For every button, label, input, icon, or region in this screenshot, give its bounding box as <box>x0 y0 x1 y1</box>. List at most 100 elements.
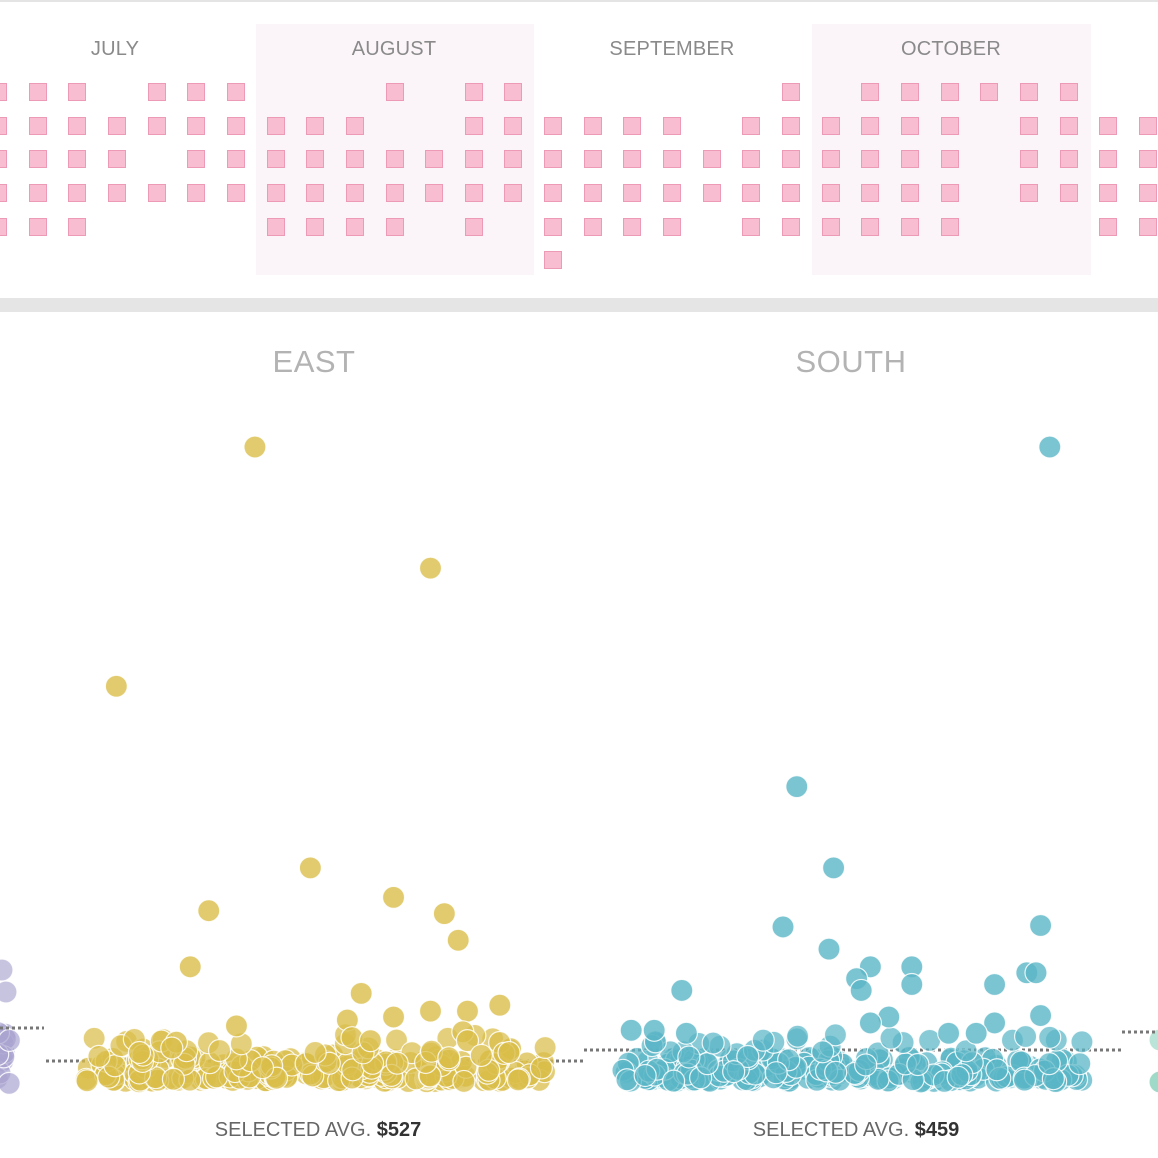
calendar-day[interactable] <box>464 218 483 236</box>
data-point[interactable] <box>207 1038 232 1063</box>
data-point[interactable] <box>384 1028 409 1052</box>
calendar-day[interactable] <box>425 184 444 202</box>
calendar-day[interactable] <box>266 184 285 202</box>
calendar-day[interactable] <box>821 117 840 135</box>
data-point[interactable] <box>432 902 456 926</box>
calendar-day[interactable] <box>345 184 364 202</box>
calendar-day[interactable] <box>623 218 642 236</box>
data-point[interactable] <box>722 1059 746 1084</box>
calendar-day[interactable] <box>940 218 959 236</box>
calendar-day[interactable] <box>28 150 47 168</box>
calendar-day[interactable] <box>226 117 245 135</box>
data-point[interactable] <box>455 999 480 1023</box>
calendar-day[interactable] <box>900 83 919 101</box>
calendar-day[interactable] <box>1099 150 1118 168</box>
calendar-day[interactable] <box>544 150 563 168</box>
calendar-day[interactable] <box>385 150 404 168</box>
data-point[interactable] <box>381 885 406 910</box>
calendar-day[interactable] <box>1138 150 1157 168</box>
data-point[interactable] <box>823 1023 848 1047</box>
calendar-day[interactable] <box>345 117 364 135</box>
data-point[interactable] <box>127 1040 152 1065</box>
data-point[interactable] <box>160 1036 184 1060</box>
calendar-day[interactable] <box>861 218 880 236</box>
calendar-day[interactable] <box>504 117 523 135</box>
calendar-day[interactable] <box>187 150 206 168</box>
data-point[interactable] <box>906 1052 930 1077</box>
calendar-day[interactable] <box>821 184 840 202</box>
calendar-day[interactable] <box>306 150 325 168</box>
calendar-day[interactable] <box>306 218 325 236</box>
data-point[interactable] <box>488 993 512 1017</box>
data-point[interactable] <box>224 1014 249 1038</box>
calendar-day[interactable] <box>583 150 602 168</box>
calendar-day[interactable] <box>1059 184 1078 202</box>
data-point[interactable] <box>381 1005 406 1029</box>
data-point[interactable] <box>385 1051 409 1075</box>
calendar-day[interactable] <box>266 117 285 135</box>
calendar-day[interactable] <box>147 83 166 101</box>
calendar-day[interactable] <box>1019 117 1038 135</box>
calendar-day[interactable] <box>623 150 642 168</box>
calendar-day[interactable] <box>782 83 800 101</box>
data-point[interactable] <box>197 899 221 923</box>
data-point[interactable] <box>1028 1003 1053 1028</box>
data-point[interactable] <box>1028 913 1053 938</box>
data-point[interactable] <box>349 981 373 1005</box>
calendar-day[interactable] <box>583 117 602 135</box>
data-point[interactable] <box>786 1024 810 1048</box>
calendar-day[interactable] <box>385 83 404 101</box>
calendar-day[interactable] <box>663 117 682 135</box>
calendar-day[interactable] <box>1138 218 1157 236</box>
calendar-day[interactable] <box>425 150 444 168</box>
calendar-day[interactable] <box>861 83 880 101</box>
calendar-day[interactable] <box>900 117 919 135</box>
data-point[interactable] <box>736 1044 760 1069</box>
data-point[interactable] <box>452 1069 476 1094</box>
data-point[interactable] <box>764 1061 788 1085</box>
calendar-day[interactable] <box>147 184 166 202</box>
data-point[interactable] <box>1038 435 1062 459</box>
data-point[interactable] <box>418 556 443 580</box>
data-point[interactable] <box>1038 1025 1062 1049</box>
calendar-day[interactable] <box>544 218 563 236</box>
data-point[interactable] <box>946 1065 970 1089</box>
calendar-day[interactable] <box>187 83 206 101</box>
calendar-day[interactable] <box>623 117 642 135</box>
west-point[interactable] <box>1148 1028 1158 1052</box>
calendar-day[interactable] <box>900 150 919 168</box>
calendar-day[interactable] <box>1099 184 1118 202</box>
data-point[interactable] <box>529 1056 553 1080</box>
calendar-day[interactable] <box>226 83 245 101</box>
calendar-day[interactable] <box>702 184 721 202</box>
calendar-day[interactable] <box>28 184 47 202</box>
data-point[interactable] <box>771 915 795 939</box>
calendar-day[interactable] <box>28 117 47 135</box>
data-point[interactable] <box>849 978 873 1003</box>
data-point[interactable] <box>751 1028 775 1052</box>
calendar-day[interactable] <box>385 184 404 202</box>
data-point[interactable] <box>811 1040 835 1064</box>
data-point[interactable] <box>243 435 267 459</box>
calendar-day[interactable] <box>742 150 761 168</box>
calendar-day[interactable] <box>0 83 7 101</box>
calendar-day[interactable] <box>226 184 245 202</box>
calendar-day[interactable] <box>861 117 880 135</box>
data-point[interactable] <box>633 1063 657 1088</box>
calendar-day[interactable] <box>147 117 166 135</box>
data-point[interactable] <box>677 1045 701 1069</box>
data-point[interactable] <box>533 1035 557 1060</box>
calendar-day[interactable] <box>940 117 959 135</box>
data-point[interactable] <box>250 1056 275 1080</box>
calendar-day[interactable] <box>464 117 483 135</box>
data-point[interactable] <box>879 1026 903 1050</box>
calendar-day[interactable] <box>821 218 840 236</box>
calendar-day[interactable] <box>1019 150 1038 168</box>
data-point[interactable] <box>469 1043 493 1068</box>
calendar-day[interactable] <box>782 184 800 202</box>
west-point[interactable] <box>0 1071 21 1095</box>
calendar-day[interactable] <box>742 117 761 135</box>
calendar-day[interactable] <box>306 117 325 135</box>
calendar-day[interactable] <box>1059 117 1078 135</box>
data-point[interactable] <box>900 972 924 997</box>
